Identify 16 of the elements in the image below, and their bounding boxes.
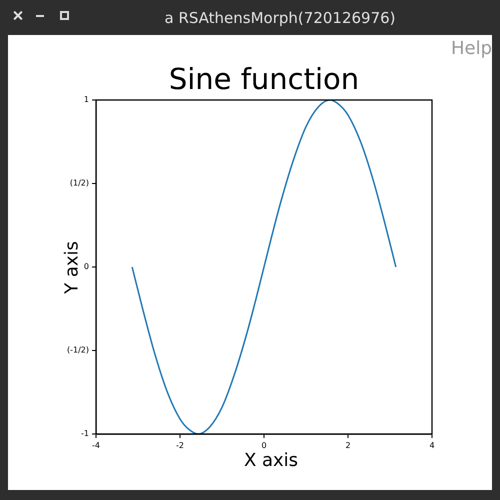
y-axis-title: Y axis	[62, 240, 82, 296]
y-tick-label: -1	[81, 429, 89, 438]
text: Help	[450, 38, 492, 59]
x-tick-label: -4	[92, 440, 100, 450]
y-tick-label: (-1/2)	[66, 346, 89, 355]
line-series	[131, 100, 397, 434]
y-tick-label: 1	[84, 95, 89, 104]
x-tick-label: 4	[429, 440, 435, 450]
x-tick-label: -2	[176, 440, 184, 450]
y-tick-label: 0	[84, 262, 89, 272]
x-axis-title: X axis	[242, 450, 300, 471]
x-tick-label: 2	[345, 440, 351, 450]
chart-title: Sine function	[168, 62, 360, 96]
x-tick-label: 0	[261, 440, 267, 450]
text: a RSAthensMorph(720126976)	[163, 9, 397, 27]
y-tick-label: (1/2)	[70, 178, 89, 188]
